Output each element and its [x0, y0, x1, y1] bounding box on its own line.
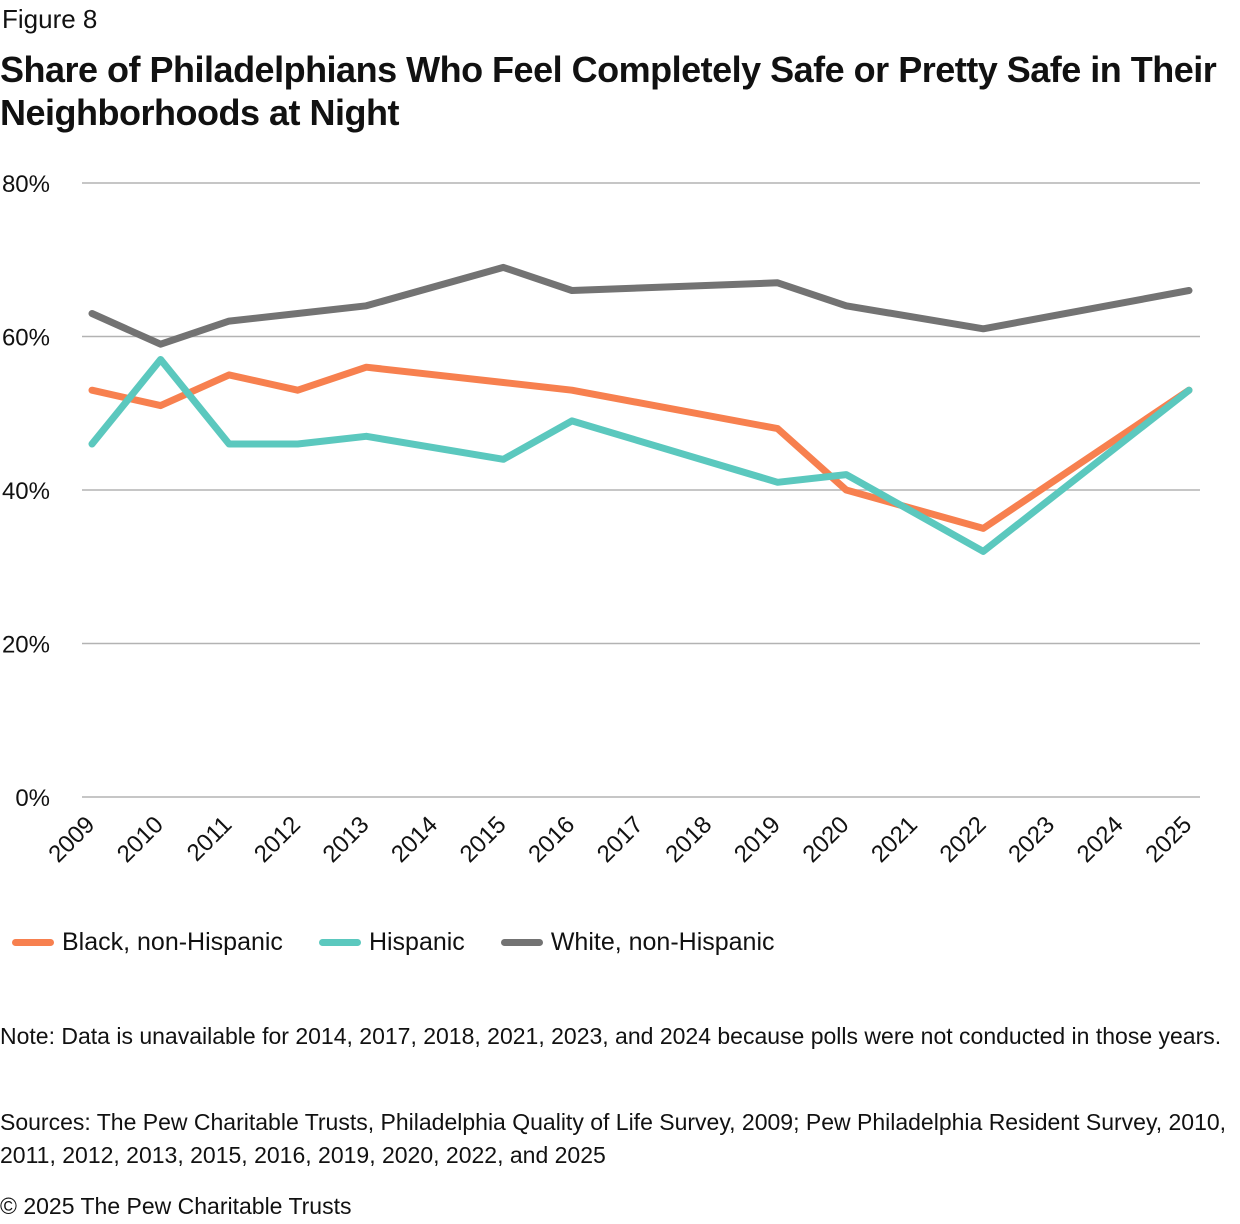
y-axis-ticks: 0% 20% 40% 60% 80%: [2, 171, 50, 812]
legend-label: Hispanic: [368, 928, 465, 956]
x-axis-ticks: 2009 2010 2011 2012 2013 2014 2015 2016 2017 2018…: [43, 811, 1197, 868]
legend-item: White, non-Hispanic: [500, 928, 775, 957]
legend-swatch: [12, 939, 54, 946]
series-line: [88, 356, 1193, 555]
x-tick-label: 2017: [592, 811, 649, 868]
x-tick-label: 2023: [1003, 811, 1060, 868]
series-lines: [88, 263, 1193, 555]
y-tick-label: 80%: [2, 171, 50, 198]
note-text: Note: Data is unavailable for 2014, 2017…: [0, 1023, 1222, 1049]
y-tick-label: 20%: [2, 632, 50, 659]
series-line: [88, 363, 1193, 532]
y-tick-label: 0%: [15, 785, 50, 812]
y-tick-label: 60%: [2, 325, 50, 352]
legend: Black, non-Hispanic Hispanic White, non-Hi…: [12, 928, 811, 957]
x-tick-label: 2015: [455, 811, 512, 868]
gridlines: [82, 182, 1200, 798]
legend-swatch: [500, 939, 543, 946]
x-tick-label: 2013: [318, 811, 375, 868]
x-tick-label: 2018: [660, 811, 717, 868]
x-tick-label: 2014: [386, 811, 443, 868]
line-chart: 0%20%40%60%80% 2009 2010 2011 2012 2013 2014 2…: [2, 171, 1200, 868]
x-tick-label: 2020: [798, 811, 855, 868]
x-tick-label: 2019: [729, 811, 786, 868]
sources-text: Sources: The Pew Charitable Trusts, Phil…: [0, 1109, 1227, 1168]
x-tick-label: 2011: [182, 811, 238, 867]
legend-swatch: [318, 939, 361, 946]
figure-label: Figure 8: [2, 4, 98, 34]
legend-label: White, non-Hispanic: [550, 928, 775, 956]
x-tick-label: 2024: [1072, 811, 1129, 868]
x-tick-label: 2012: [249, 811, 306, 868]
copyright-text: © 2025 The Pew Charitable Trusts: [0, 1193, 352, 1219]
x-tick-label: 2009: [43, 811, 100, 868]
legend-item: Black, non-Hispanic: [12, 928, 283, 957]
x-tick-label: 2025: [1140, 811, 1197, 868]
y-tick-label: 40%: [2, 478, 50, 505]
chart-title: Share of Philadelphians Who Feel Complet…: [0, 49, 1217, 133]
x-tick-label: 2022: [935, 811, 992, 868]
x-tick-label: 2010: [112, 811, 169, 868]
x-tick-label: 2016: [523, 811, 580, 868]
x-tick-label: 2021: [866, 811, 923, 868]
series-line: [88, 263, 1193, 348]
legend-label: Black, non-Hispanic: [62, 928, 283, 956]
legend-item: Hispanic: [318, 928, 465, 957]
